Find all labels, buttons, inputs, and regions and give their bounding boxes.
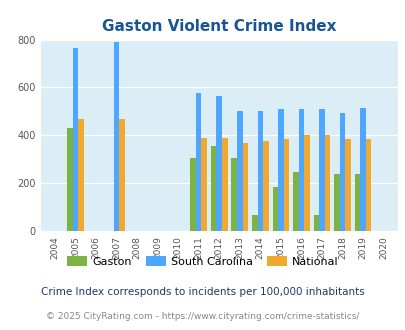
Bar — [262, 141, 268, 231]
Bar — [344, 139, 350, 231]
Bar — [283, 139, 288, 231]
Bar — [222, 138, 227, 231]
Bar — [354, 174, 359, 231]
Bar — [72, 48, 78, 231]
Title: Gaston Violent Crime Index: Gaston Violent Crime Index — [102, 19, 336, 34]
Bar — [359, 108, 365, 231]
Bar — [113, 42, 119, 231]
Bar — [231, 158, 237, 231]
Legend: Gaston, South Carolina, National: Gaston, South Carolina, National — [63, 251, 342, 271]
Bar — [339, 113, 344, 231]
Bar — [298, 110, 303, 231]
Bar — [365, 139, 371, 231]
Bar — [201, 138, 207, 231]
Bar — [196, 93, 201, 231]
Bar — [324, 135, 329, 231]
Text: © 2025 CityRating.com - https://www.cityrating.com/crime-statistics/: © 2025 CityRating.com - https://www.city… — [46, 312, 359, 321]
Bar — [318, 110, 324, 231]
Bar — [333, 174, 339, 231]
Bar — [237, 112, 242, 231]
Bar — [216, 96, 222, 231]
Bar — [211, 146, 216, 231]
Bar — [242, 143, 247, 231]
Bar — [303, 135, 309, 231]
Bar — [257, 112, 262, 231]
Bar — [78, 119, 83, 231]
Bar — [292, 172, 298, 231]
Bar — [190, 158, 196, 231]
Bar — [252, 215, 257, 231]
Bar — [119, 119, 125, 231]
Bar — [67, 128, 72, 231]
Bar — [277, 109, 283, 231]
Text: Crime Index corresponds to incidents per 100,000 inhabitants: Crime Index corresponds to incidents per… — [41, 287, 364, 297]
Bar — [272, 187, 277, 231]
Bar — [313, 215, 318, 231]
